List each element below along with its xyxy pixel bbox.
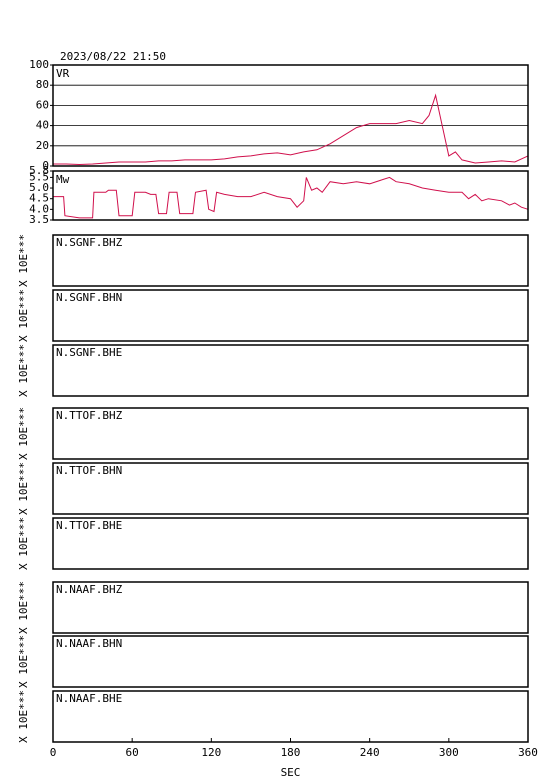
y-tick-label: 0 bbox=[42, 159, 49, 172]
y-axis-label: X 10E*** bbox=[17, 344, 30, 397]
y-axis-label: X 10E*** bbox=[17, 635, 30, 688]
y-axis-label: X 10E*** bbox=[17, 289, 30, 342]
panel-frame bbox=[52, 170, 529, 221]
station-label: N.NAAF.BHN bbox=[56, 637, 122, 650]
x-tick-label: 0 bbox=[50, 746, 57, 759]
waveform-panel bbox=[52, 289, 529, 342]
x-tick-label: 240 bbox=[360, 746, 380, 759]
station-label: N.SGNF.BHE bbox=[56, 346, 122, 359]
y-axis-label: X 10E*** bbox=[17, 581, 30, 634]
panel-label: Mw bbox=[56, 173, 70, 186]
waveform-panel bbox=[52, 517, 529, 570]
y-axis-label: X 10E*** bbox=[17, 462, 30, 515]
y-tick-label: 5.5 bbox=[29, 170, 49, 183]
data-line bbox=[53, 176, 529, 219]
y-tick-label: 5.8 bbox=[29, 164, 49, 177]
waveform-panel bbox=[52, 635, 529, 688]
station-label: N.TTOF.BHZ bbox=[56, 409, 123, 422]
waveform-panel bbox=[52, 407, 529, 460]
waveform-panel bbox=[52, 462, 529, 515]
station-label: N.SGNF.BHN bbox=[56, 291, 122, 304]
x-tick-label: 120 bbox=[201, 746, 221, 759]
waveform-panel bbox=[52, 344, 529, 397]
station-label: N.NAAF.BHZ bbox=[56, 583, 123, 596]
y-axis-label: X 10E*** bbox=[17, 407, 30, 460]
y-tick-label: 3.5 bbox=[29, 213, 49, 226]
x-tick-label: 60 bbox=[126, 746, 139, 759]
y-tick-label: 100 bbox=[29, 58, 49, 71]
station-label: N.NAAF.BHE bbox=[56, 692, 122, 705]
y-tick-label: 5.0 bbox=[29, 181, 49, 194]
x-tick-label: 180 bbox=[281, 746, 301, 759]
y-tick-label: 20 bbox=[36, 139, 49, 152]
chart-title: 2023/08/22 21:50 bbox=[60, 50, 166, 63]
panel-label: VR bbox=[56, 67, 70, 80]
x-tick-label: 300 bbox=[439, 746, 459, 759]
station-label: N.TTOF.BHN bbox=[56, 464, 122, 477]
y-tick-label: 40 bbox=[36, 119, 49, 132]
panel-frame bbox=[52, 64, 529, 167]
x-axis-label: SEC bbox=[281, 766, 301, 779]
y-tick-label: 60 bbox=[36, 98, 49, 111]
y-tick-label: 4.5 bbox=[29, 192, 49, 205]
y-tick-label: 4.0 bbox=[29, 202, 49, 215]
y-tick-label: 80 bbox=[36, 78, 49, 91]
y-axis-label: X 10E*** bbox=[17, 690, 30, 743]
waveform-panel bbox=[52, 234, 529, 287]
waveform-panel bbox=[52, 581, 529, 634]
y-axis-label: X 10E*** bbox=[17, 234, 30, 287]
station-label: N.SGNF.BHZ bbox=[56, 236, 123, 249]
waveform-panel bbox=[52, 690, 529, 743]
data-line bbox=[53, 93, 529, 166]
station-label: N.TTOF.BHE bbox=[56, 519, 122, 532]
x-tick-label: 360 bbox=[518, 746, 538, 759]
y-axis-label: X 10E*** bbox=[17, 517, 30, 570]
